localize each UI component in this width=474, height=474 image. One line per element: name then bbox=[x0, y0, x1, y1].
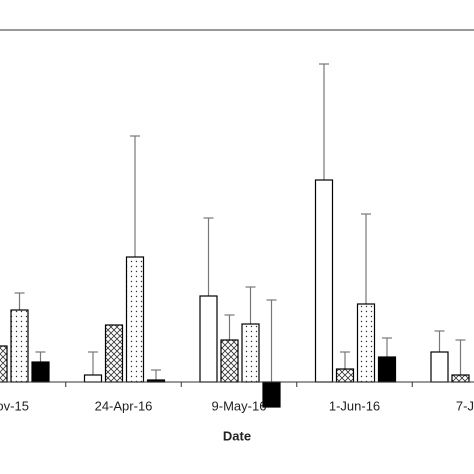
bar bbox=[83, 374, 103, 383]
bar bbox=[314, 179, 334, 383]
bar bbox=[241, 323, 260, 383]
bar bbox=[104, 324, 124, 383]
x-tick-label: 9-May-16 bbox=[212, 398, 267, 413]
bar bbox=[335, 368, 355, 383]
x-axis-label: Date bbox=[223, 428, 251, 443]
bar bbox=[451, 374, 470, 383]
x-tick-label: 1-Jun-16 bbox=[329, 398, 380, 413]
bar bbox=[430, 351, 449, 383]
x-tick-label: 7-Jul bbox=[456, 398, 474, 413]
bar bbox=[377, 356, 397, 383]
bar bbox=[0, 345, 8, 383]
bar bbox=[199, 295, 218, 383]
bar bbox=[125, 256, 145, 383]
bar bbox=[10, 309, 29, 383]
x-tick-label: 24-Apr-16 bbox=[95, 398, 153, 413]
bar bbox=[356, 303, 376, 383]
x-tick-label: Nov-15 bbox=[0, 398, 29, 413]
bar bbox=[262, 381, 281, 408]
bar bbox=[31, 361, 50, 383]
bar bbox=[220, 339, 239, 383]
